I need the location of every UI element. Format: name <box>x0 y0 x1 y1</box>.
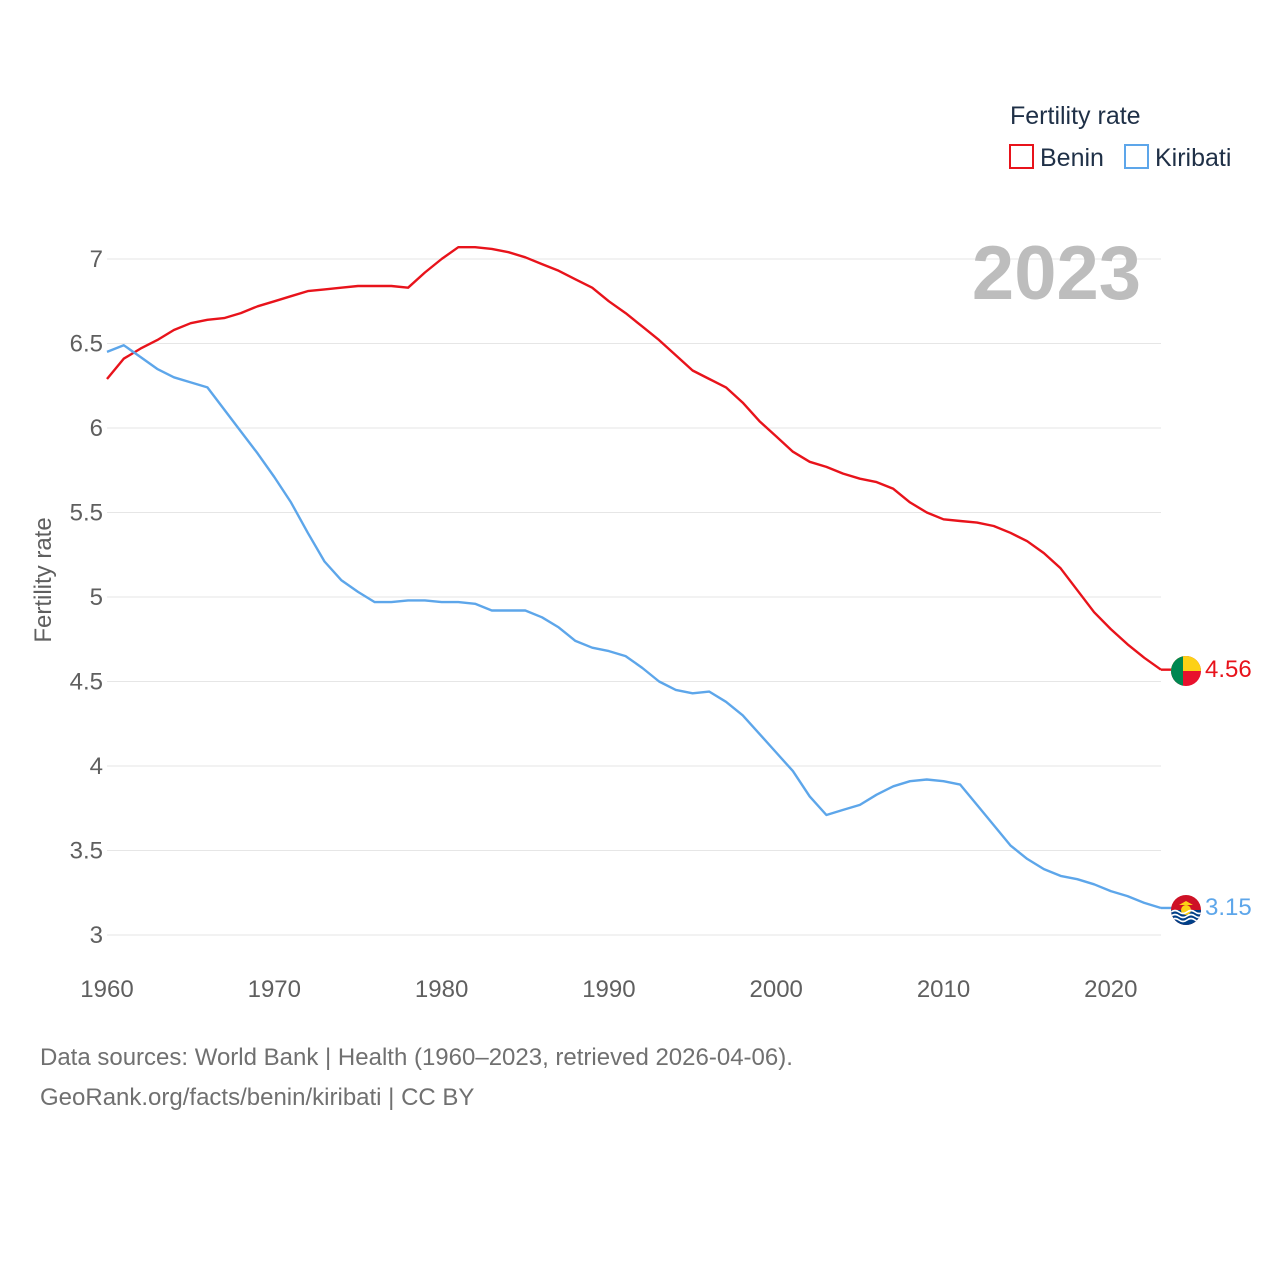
y-tick-label: 5.5 <box>70 500 103 527</box>
y-tick-label: 6.5 <box>70 331 103 358</box>
source-link-line[interactable]: GeoRank.org/facts/benin/kiribati | CC BY <box>40 1084 475 1111</box>
y-tick-label: 7 <box>90 246 103 273</box>
y-axis-title: Fertility rate <box>30 517 57 642</box>
x-tick-label: 2020 <box>1084 976 1137 1003</box>
x-tick-label: 1980 <box>415 976 468 1003</box>
legend-label-kiribati: Kiribati <box>1155 144 1231 172</box>
year-watermark: 2023 <box>972 231 1141 316</box>
end-label-kiribati: 3.15 <box>1205 894 1252 921</box>
legend: Fertility rate Benin Kiribati <box>1009 102 1231 172</box>
series-line-kiribati <box>106 344 1162 910</box>
legend-swatch-benin <box>1009 144 1034 169</box>
legend-title: Fertility rate <box>1010 102 1141 130</box>
y-tick-label: 4.5 <box>70 669 103 696</box>
legend-swatch-kiribati <box>1124 144 1149 169</box>
legend-label-benin: Benin <box>1040 144 1104 172</box>
y-tick-label: 6 <box>90 415 103 442</box>
y-axis-ticks: 3 3.5 4 4.5 5 5.5 6 6.5 7 <box>70 246 103 949</box>
benin-flag-icon <box>1171 656 1201 686</box>
y-tick-label: 4 <box>90 753 103 780</box>
x-tick-label: 2000 <box>750 976 803 1003</box>
y-tick-label: 3 <box>90 922 103 949</box>
x-tick-label: 1960 <box>80 976 133 1003</box>
end-label-benin: 4.56 <box>1205 656 1252 683</box>
kiribati-flag-icon <box>1171 895 1201 925</box>
x-tick-label: 2010 <box>917 976 970 1003</box>
x-tick-label: 1990 <box>582 976 635 1003</box>
y-tick-label: 5 <box>90 584 103 611</box>
x-axis-ticks: 1960 1970 1980 1990 2000 2010 2020 <box>80 976 1137 1003</box>
grid-lines <box>107 258 1161 936</box>
x-tick-label: 1970 <box>248 976 301 1003</box>
source-line: Data sources: World Bank | Health (1960–… <box>40 1044 793 1071</box>
series-lines <box>106 245 1172 910</box>
y-tick-label: 3.5 <box>70 838 103 865</box>
series-line-benin <box>106 245 1162 671</box>
